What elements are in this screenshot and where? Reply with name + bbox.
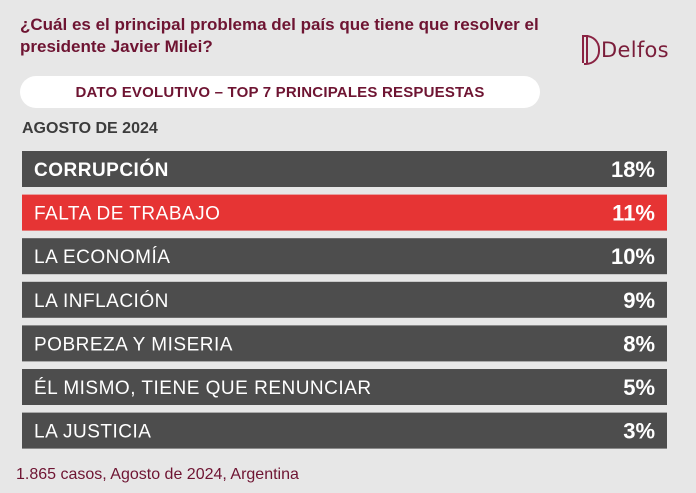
row-value: 10% xyxy=(611,244,655,269)
subtitle-text: DATO EVOLUTIVO – TOP 7 PRINCIPALES RESPU… xyxy=(75,83,485,101)
table-row: LA JUSTICIA 3% xyxy=(22,412,667,449)
row-bar xyxy=(22,281,667,318)
footnote: 1.865 casos, Agosto de 2024, Argentina xyxy=(16,466,299,483)
row-value: 11% xyxy=(612,201,655,226)
brand-logo: Delfos xyxy=(582,34,669,65)
subtitle-pill: DATO EVOLUTIVO – TOP 7 PRINCIPALES RESPU… xyxy=(20,76,540,108)
table-row: ÉL MISMO, TIENE QUE RENUNCIAR 5% xyxy=(22,369,667,405)
period-label: AGOSTO DE 2024 xyxy=(22,120,158,137)
row-label: ÉL MISMO, TIENE QUE RENUNCIAR xyxy=(34,378,372,399)
table-row: CORRUPCIÓN 18% xyxy=(22,151,667,187)
question-title: ¿Cuál es el principal problema del país … xyxy=(20,15,539,56)
row-value: 5% xyxy=(623,375,655,400)
table-row: LA INFLACIÓN 9% xyxy=(22,281,667,318)
row-label: LA INFLACIÓN xyxy=(34,290,169,312)
row-bar xyxy=(22,325,667,362)
table-row: FALTA DE TRABAJO 11% xyxy=(22,194,667,231)
row-label: LA JUSTICIA xyxy=(34,422,151,443)
row-value: 18% xyxy=(611,157,655,182)
row-bar xyxy=(22,151,667,187)
row-label: FALTA DE TRABAJO xyxy=(34,204,220,225)
table-row: POBREZA Y MISERIA 8% xyxy=(22,325,667,362)
row-value: 8% xyxy=(623,331,655,356)
row-label: POBREZA Y MISERIA xyxy=(34,334,233,355)
brand-name: Delfos xyxy=(601,38,669,62)
row-bar xyxy=(22,369,667,405)
row-bar xyxy=(22,412,667,449)
row-bar xyxy=(22,238,667,275)
row-value: 9% xyxy=(623,288,655,313)
row-label: LA ECONOMÍA xyxy=(34,247,170,268)
row-bar xyxy=(22,194,667,231)
row-value: 3% xyxy=(623,419,655,444)
row-label: CORRUPCIÓN xyxy=(34,159,169,181)
table-row: LA ECONOMÍA 10% xyxy=(22,238,667,275)
